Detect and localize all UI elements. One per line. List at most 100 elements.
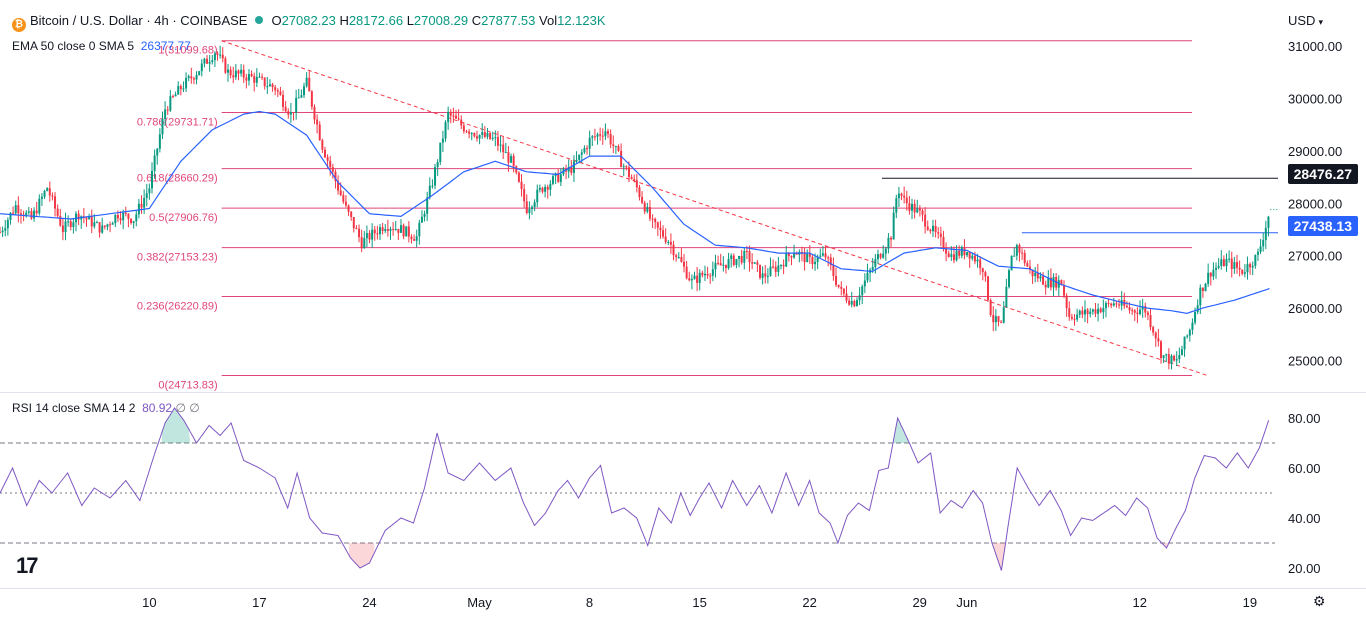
candle-body bbox=[502, 144, 505, 153]
candle-body bbox=[544, 186, 547, 192]
candle-body bbox=[6, 220, 9, 229]
candle-body bbox=[837, 284, 840, 287]
candle-body bbox=[174, 94, 177, 97]
candle-body bbox=[911, 203, 914, 211]
candle-body bbox=[1115, 303, 1118, 305]
candle-body bbox=[465, 131, 468, 133]
rsi-pane[interactable] bbox=[0, 407, 1275, 571]
symbol-title[interactable]: Bitcoin / U.S. Dollar · 4h · COINBASE bbox=[30, 13, 248, 28]
candle-body bbox=[371, 229, 374, 240]
candle-body bbox=[696, 275, 699, 283]
candle-body bbox=[410, 236, 413, 240]
candle-body bbox=[295, 97, 298, 113]
ema-value: 26377.77 bbox=[140, 39, 191, 53]
settings-gear-icon[interactable]: ⚙ bbox=[1313, 593, 1326, 609]
candle-body bbox=[381, 227, 384, 231]
candle-body bbox=[947, 253, 950, 257]
candle-body bbox=[672, 244, 675, 256]
candle-body bbox=[496, 137, 499, 146]
candle-body bbox=[1128, 307, 1131, 311]
candle-body bbox=[1194, 312, 1197, 323]
rsi-legend[interactable]: RSI 14 close SMA 14 2 80.92 ∅ ∅ bbox=[12, 401, 200, 415]
candle-body bbox=[43, 190, 46, 197]
candle-body bbox=[740, 255, 743, 263]
candle-body bbox=[504, 152, 507, 154]
rsi-line bbox=[0, 407, 1270, 571]
candle-body bbox=[17, 205, 20, 214]
candle-body bbox=[738, 255, 741, 260]
candle-body bbox=[426, 197, 429, 214]
candle-body bbox=[952, 254, 955, 261]
candle-body bbox=[688, 278, 691, 281]
candle-body bbox=[455, 115, 458, 119]
candle-body bbox=[814, 261, 817, 265]
candle-body bbox=[397, 228, 400, 233]
trendline bbox=[221, 40, 1208, 377]
rsi-tick-label: 20.00 bbox=[1288, 561, 1321, 576]
candle-body bbox=[570, 166, 573, 173]
candle-body bbox=[1125, 305, 1128, 308]
candle-body bbox=[816, 256, 819, 262]
currency-selector[interactable]: USD ▾ bbox=[1288, 13, 1323, 28]
candle-body bbox=[549, 183, 552, 190]
price-tick-label: 30000.00 bbox=[1288, 91, 1342, 106]
ema-legend[interactable]: EMA 50 close 0 SMA 5 26377.77 bbox=[12, 39, 191, 53]
candle-body bbox=[339, 190, 342, 196]
candle-body bbox=[1081, 310, 1084, 315]
chart-legend[interactable]: ₿ Bitcoin / U.S. Dollar · 4h · COINBASE O2… bbox=[12, 13, 606, 32]
candle-body bbox=[323, 149, 326, 158]
candle-body bbox=[557, 173, 560, 182]
candle-body bbox=[882, 253, 885, 258]
candle-body bbox=[1052, 276, 1055, 288]
candle-body bbox=[588, 137, 591, 149]
candle-body bbox=[897, 193, 900, 199]
chevron-down-icon: ▾ bbox=[1318, 17, 1323, 27]
candle-body bbox=[1068, 308, 1071, 317]
fib-level-label: 0.618(28660.29) bbox=[137, 173, 218, 185]
candle-body bbox=[683, 261, 686, 267]
candle-body bbox=[77, 213, 80, 220]
candle-body bbox=[958, 250, 961, 256]
candle-body bbox=[887, 237, 890, 249]
candle-body bbox=[135, 214, 138, 222]
candle-body bbox=[512, 156, 515, 167]
candle-body bbox=[38, 198, 41, 214]
ohlc-high-key: H bbox=[339, 13, 349, 28]
candle-body bbox=[14, 205, 17, 214]
candle-body bbox=[276, 90, 279, 92]
candle-body bbox=[489, 133, 492, 139]
candle-body bbox=[751, 262, 754, 264]
candle-body bbox=[892, 212, 895, 240]
candle-body bbox=[1005, 286, 1008, 308]
candle-body bbox=[282, 94, 285, 107]
current-price-tag: 27438.13 bbox=[1287, 216, 1358, 236]
time-tick-label: 8 bbox=[586, 595, 593, 610]
candle-body bbox=[1018, 245, 1021, 253]
candle-body bbox=[1, 230, 4, 233]
tradingview-logo[interactable]: 17 bbox=[16, 553, 39, 578]
candle-body bbox=[646, 206, 649, 212]
candle-body bbox=[334, 171, 337, 182]
price-pane[interactable]: 1(31099.68) 0.786(29731.71) 0.618(28660.29… bbox=[0, 40, 1278, 392]
candle-body bbox=[1007, 270, 1010, 287]
candle-body bbox=[614, 146, 617, 148]
candle-body bbox=[200, 63, 203, 72]
candle-body bbox=[1047, 277, 1050, 288]
candle-body bbox=[268, 84, 271, 87]
candle-body bbox=[161, 118, 164, 135]
candle-body bbox=[192, 78, 195, 80]
rsi-value: 80.92 bbox=[142, 401, 173, 415]
candle-body bbox=[145, 193, 148, 198]
candle-body bbox=[1217, 265, 1220, 268]
candle-body bbox=[1063, 285, 1066, 296]
candle-body bbox=[1267, 216, 1270, 228]
candle-body bbox=[926, 226, 929, 230]
candle-body bbox=[402, 225, 405, 237]
candle-body bbox=[292, 112, 295, 114]
candle-body bbox=[51, 195, 54, 197]
candle-body bbox=[1073, 318, 1076, 320]
candle-body bbox=[88, 216, 91, 220]
candle-body bbox=[342, 195, 345, 202]
candle-body bbox=[478, 135, 481, 139]
